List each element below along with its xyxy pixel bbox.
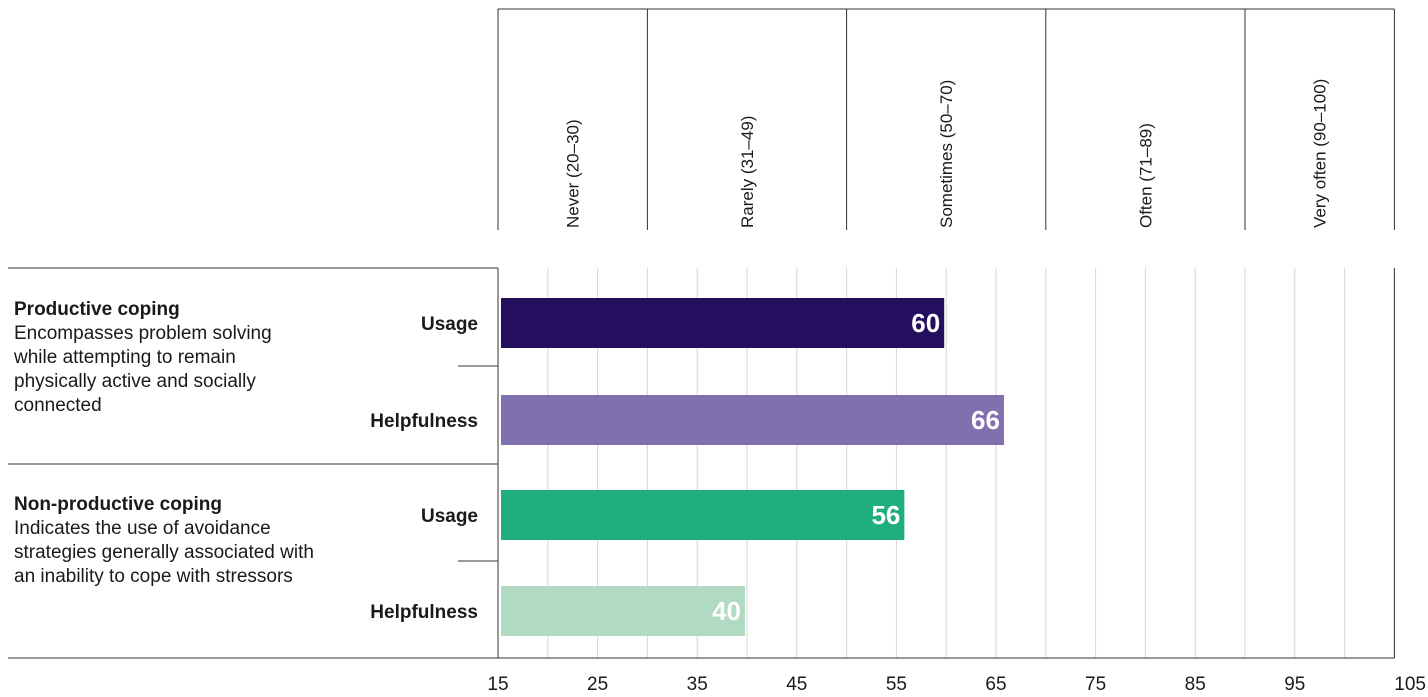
bar-category-label: Usage <box>421 506 478 527</box>
group-description-non-productive: Indicates the use of avoidance strategie… <box>14 518 314 587</box>
x-tick-label: 45 <box>786 674 807 695</box>
bar <box>501 298 945 348</box>
bar-value-label: 66 <box>971 405 1000 435</box>
bar <box>501 586 745 636</box>
x-tick-label: 25 <box>587 674 608 695</box>
x-tick-label: 95 <box>1284 674 1305 695</box>
x-tick-label: 75 <box>1085 674 1106 695</box>
bar-value-label: 56 <box>871 500 900 530</box>
band-label: Rarely (31–49) <box>738 116 757 228</box>
bar-category-label: Helpfulness <box>370 602 478 623</box>
band-label: Very often (90–100) <box>1311 79 1330 228</box>
x-tick-label: 105 <box>1394 674 1426 695</box>
x-tick-label: 35 <box>687 674 708 695</box>
group-description-productive: Encompasses problem solving while attemp… <box>14 323 272 416</box>
band-label: Sometimes (50–70) <box>937 80 956 228</box>
band-label: Never (20–30) <box>564 119 583 228</box>
x-tick-label: 55 <box>886 674 907 695</box>
band-label: Often (71–89) <box>1136 123 1155 228</box>
bar <box>501 490 905 540</box>
bar-category-label: Usage <box>421 314 478 335</box>
x-tick-label: 65 <box>985 674 1006 695</box>
x-tick-label: 15 <box>487 674 508 695</box>
bar <box>501 395 1004 445</box>
bar-value-label: 60 <box>911 308 940 338</box>
x-tick-label: 85 <box>1185 674 1206 695</box>
group-title-productive: Productive coping <box>14 299 180 320</box>
group-title-non-productive: Non-productive coping <box>14 494 222 515</box>
bar-category-label: Helpfulness <box>370 411 478 432</box>
bar-value-label: 40 <box>712 596 741 626</box>
